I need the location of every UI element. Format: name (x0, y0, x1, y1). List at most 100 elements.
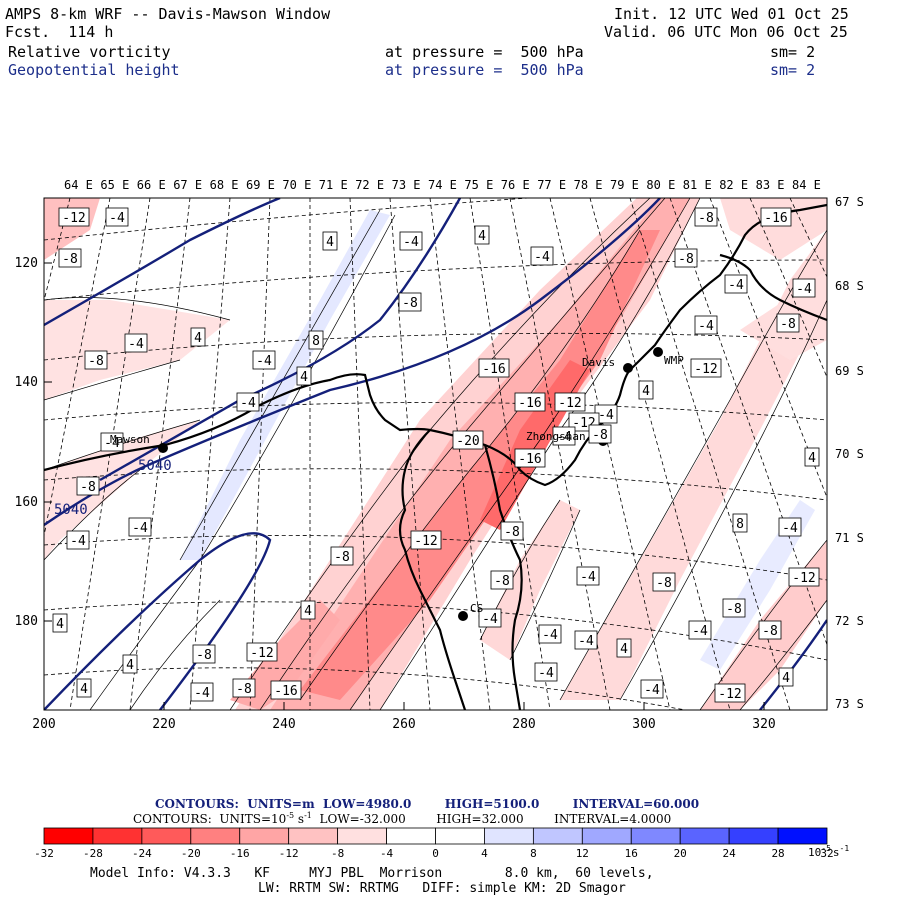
vort-label-frame (538, 624, 562, 644)
lon-label: 69 E (246, 178, 275, 192)
vort-label-box: -4 (534, 662, 558, 682)
colorbar-tick: 28 (771, 847, 784, 860)
colorbar-cell (679, 827, 730, 845)
vort-label-frame (52, 613, 68, 633)
colorbar-tick: -20 (181, 847, 201, 860)
longitude-labels: 64 E 65 E 66 E 67 E 68 E 69 E 70 E 71 E 72 E 73 E… (64, 178, 821, 192)
vort-interval: 4.0000 (629, 812, 672, 826)
vort-label-frame (308, 330, 324, 350)
lat-label: 70 S (835, 447, 864, 461)
lon-label: 83 E (756, 178, 785, 192)
vort-label-frame (776, 313, 800, 333)
lon-label: 65 E (100, 178, 129, 192)
vort-label-box: -8 (694, 207, 718, 227)
vort-label-frame (124, 333, 148, 353)
vort-label-box: -4 (576, 566, 600, 586)
vort-label-text: -4 (782, 521, 798, 536)
vort-label-box: -4 (594, 404, 618, 424)
vort-label-text: -12 (62, 211, 85, 226)
vort-unit-tail-exp: -1 (304, 811, 312, 820)
vort-label-box: -4 (778, 517, 802, 537)
vort-label-box: -16 (478, 358, 510, 378)
y-tick-labels: 120 140 160 180 (15, 256, 38, 629)
colorbar-tick: -32 (34, 847, 54, 860)
valid-time: Valid. 06 UTC Mon 06 Oct 25 (604, 23, 848, 41)
vort-label-box: -12 (246, 642, 278, 662)
station-zhongshan: Zhongshan (526, 430, 586, 443)
vorticity-map: -12 -4 -8 4 -4 4 -4 -8 -16 -8 -4 -4 -8 -4 8 4 -4 -8 -8 -4 4 -… (15, 178, 864, 732)
vort-label-text: -8 (334, 550, 350, 565)
vort-label-box: -20 (452, 430, 484, 450)
vort-label-frame (530, 246, 554, 266)
vort-label-text: 4 (194, 331, 202, 346)
vort-label-box: -8 (232, 678, 256, 698)
vort-label-text: -8 (196, 648, 212, 663)
vort-label-text: -8 (678, 252, 694, 267)
colorbar-tick: 16 (625, 847, 638, 860)
color-bar: -32 -28 -24 -20 -16 -12 -8 -4 0 4 8 12 16 20 24 28 32 10… (34, 827, 850, 860)
latitude-labels: 67 S 68 S 69 S 70 S 71 S 72 S 73 S (835, 195, 864, 711)
vort-label-text: -20 (456, 434, 479, 449)
colorbar-cell (435, 827, 485, 845)
vort-label-box: 4 (122, 654, 138, 674)
lon-label: 64 E (64, 178, 93, 192)
lon-label: 79 E (610, 178, 639, 192)
vort-label-box: -8 (588, 424, 612, 444)
vort-label-text: -16 (274, 684, 297, 699)
colorbar-unit-tail-exp: -1 (840, 844, 850, 853)
colorbar-unit-exp: -5 (821, 844, 831, 853)
colorbar-cell (190, 827, 241, 845)
vort-label-box: -8 (674, 248, 698, 268)
colorbar-tick: 0 (432, 847, 439, 860)
vort-label-text: -8 (402, 296, 418, 311)
vort-label-text: -12 (414, 534, 437, 549)
vort-label-frame (552, 426, 576, 446)
lon-label: 72 E (355, 178, 384, 192)
vort-label-frame (322, 231, 338, 251)
field1-name: Relative vorticity (8, 43, 171, 61)
station-davis: Davis (582, 356, 615, 369)
vort-label-frame (190, 327, 206, 347)
vort-label-frame (652, 572, 676, 592)
height-label-5040-b: 5040 (54, 502, 88, 518)
colorbar-unit-tail: s (833, 846, 840, 859)
vort-label-box: -4 (538, 624, 562, 644)
vort-label-text: -8 (592, 428, 608, 443)
lon-label: 82 E (719, 178, 748, 192)
vort-label-frame (732, 513, 748, 533)
vort-label-text: 4 (304, 604, 312, 619)
station-wmp: WMP (664, 354, 684, 367)
vort-label-frame (694, 207, 718, 227)
vort-label-text: -4 (240, 396, 256, 411)
x-tick-label: 200 (32, 717, 55, 732)
vort-label-text: -8 (780, 317, 796, 332)
vort-label-box: -4 (252, 350, 276, 370)
vort-label-text: -4 (132, 521, 148, 536)
vort-label-frame (478, 358, 510, 378)
x-tick-label: 320 (752, 717, 775, 732)
vort-label-text: -8 (88, 354, 104, 369)
vort-label-frame (252, 350, 276, 370)
height-interval-label: INTERVAL= (572, 797, 654, 811)
vort-label-box: -8 (330, 546, 354, 566)
vort-label-box: -4 (105, 207, 129, 227)
field1-smoothing: sm= 2 (770, 43, 816, 61)
vort-label-frame (758, 620, 782, 640)
vort-label-box: -8 (84, 350, 108, 370)
vort-label-frame (410, 530, 442, 550)
height-high: 5100.0 (493, 797, 540, 811)
vort-label-text: -8 (494, 574, 510, 589)
lat-label: 72 S (835, 614, 864, 628)
vort-label-box: -4 (100, 432, 124, 452)
lon-label: 74 E (428, 178, 457, 192)
y-tick-label: 140 (15, 375, 38, 390)
vort-label-frame (722, 598, 746, 618)
positive-vorticity-shading (180, 210, 815, 670)
y-tick-label: 180 (15, 614, 38, 629)
vort-label-text: -4 (556, 430, 572, 445)
vort-label-box: 4 (804, 447, 820, 467)
colorbar-tick: -8 (331, 847, 344, 860)
vort-label-frame (574, 630, 598, 650)
field2-smoothing: sm= 2 (770, 61, 816, 79)
field2-level: at pressure = 500 hPa (385, 61, 584, 79)
